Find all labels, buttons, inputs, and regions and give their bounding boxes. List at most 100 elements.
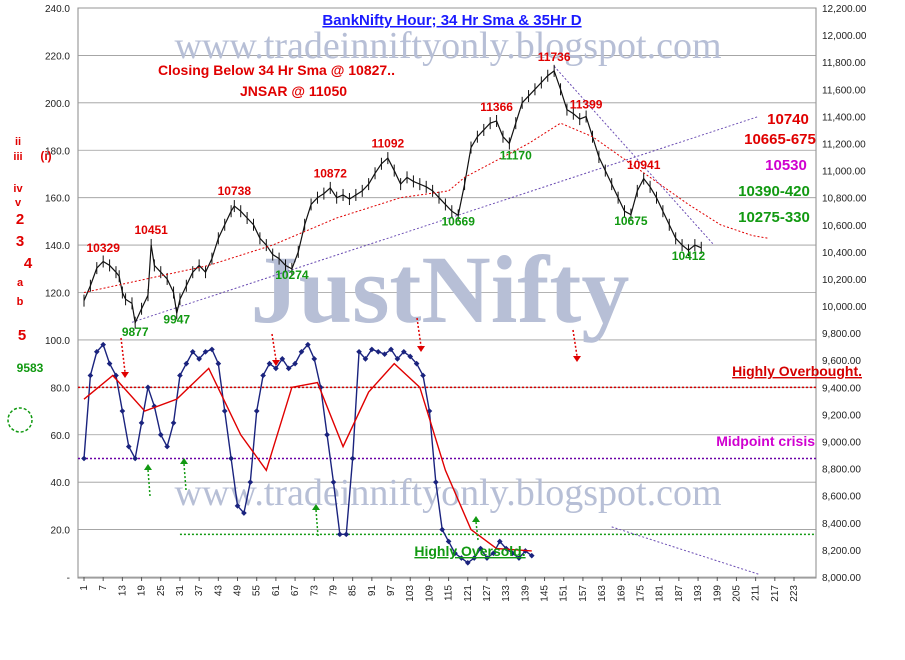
oscillator-marker (509, 550, 516, 557)
right-tick-label: 9,600.00 (822, 356, 861, 367)
x-tick-label: 73 (309, 585, 320, 597)
oscillator-marker (132, 455, 139, 462)
left-tick-label: 220.0 (45, 51, 70, 62)
arrow-down (271, 333, 277, 361)
x-tick-label: 121 (463, 585, 474, 602)
left-tick-label: 140.0 (45, 241, 70, 252)
x-tick-label: 79 (328, 585, 339, 597)
right-tick-label: 11,200.00 (822, 139, 866, 150)
x-tick-label: 7 (98, 585, 109, 591)
oscillator-marker (464, 559, 471, 566)
left-tick-label: 100.0 (45, 336, 70, 347)
oscillator-marker (420, 372, 426, 379)
left-tick-label: 160.0 (45, 194, 70, 205)
watermark-url-bottom: www.tradeinniftyonly.blogspot.com (174, 472, 721, 514)
arrow-head (417, 346, 425, 352)
oscillator-marker (381, 351, 388, 357)
oscillator-marker (369, 346, 375, 353)
oscillator-marker (298, 348, 305, 355)
right-tick-label: 12,000.00 (822, 31, 867, 42)
oscillator-marker (452, 550, 458, 557)
right-tick-label: 10,600.00 (822, 221, 867, 232)
oscillator-marker (81, 455, 87, 462)
x-tick-label: 67 (290, 585, 301, 597)
oscillator-marker (279, 356, 286, 362)
oscillator-marker (273, 365, 279, 372)
right-tick-label: 9,800.00 (822, 329, 861, 340)
oscillator-marker (215, 360, 222, 367)
left-tick-label: 60.0 (51, 431, 71, 442)
overbought-label: Highly Overbought. (732, 363, 862, 379)
oscillator-marker (234, 503, 241, 509)
x-tick-label: 157 (578, 585, 589, 602)
right-tick-label: 8,200.00 (822, 546, 861, 557)
left-tick-label: 80.0 (51, 383, 71, 394)
oscillator-marker (247, 479, 254, 485)
right-tick-label: 11,600.00 (822, 85, 866, 96)
oscillator-marker (157, 431, 164, 438)
x-tick-label: 91 (367, 585, 378, 597)
price-label-high: 10941 (627, 158, 661, 172)
x-axis: 1 7 13 19 25 31 37 43 49 55 61 67 73 79 85 91 97 103 109 11… (79, 577, 800, 602)
oscillator-marker (311, 356, 318, 362)
x-tick-label: 97 (386, 585, 397, 597)
price-label-low: 9877 (122, 325, 149, 339)
oscillator-marker (260, 372, 266, 379)
wave-label: 5 (18, 327, 26, 344)
oscillator-marker (458, 555, 465, 561)
left-tick-label: 40.0 (51, 478, 71, 489)
price-label-high: 10872 (314, 166, 348, 180)
wave-label: 3 (16, 233, 24, 250)
annotations: Closing Below 34 Hr Sma @ 10827.. JNSAR @… (7, 50, 862, 559)
oscillator-marker (221, 408, 228, 414)
sma34-line (83, 122, 769, 293)
jnsar-label: JNSAR @ 11050 (240, 83, 347, 99)
oscillator-marker (330, 479, 337, 485)
wave-label: 9583 (17, 361, 44, 375)
oscillator-marker (119, 408, 126, 414)
x-tick-label: 103 (405, 585, 416, 602)
x-tick-label: 217 (770, 585, 781, 602)
x-tick-label: 49 (233, 585, 244, 597)
oscillator-marker (106, 360, 113, 367)
left-axis: 240.0 220.0 200.0 180.0 160.0 140.0 120.0 100.0… (45, 4, 70, 584)
target-label: 10275-330 (738, 209, 810, 226)
left-tick-label: - (67, 573, 70, 584)
oscillator-sma-line (83, 362, 532, 552)
trendlines (131, 65, 759, 575)
arrow-head (573, 356, 581, 362)
arrow-up (315, 509, 319, 537)
oscillator-marker (324, 431, 330, 438)
target-label: 10530 (765, 157, 807, 174)
price-label-low: 10669 (442, 214, 476, 228)
x-tick-label: 151 (559, 585, 570, 602)
right-tick-label: 12,200.00 (822, 4, 867, 15)
wave-label: 2 (16, 211, 24, 228)
oscillator-marker (125, 443, 132, 450)
right-tick-label: 8,800.00 (822, 465, 861, 476)
price-label-low: 11170 (500, 149, 532, 163)
oscillator-marker (432, 479, 439, 485)
oscillator-marker (266, 360, 273, 367)
wave-label: ii (15, 136, 21, 148)
price-label-low: 10675 (614, 214, 648, 228)
wave-label: b (17, 296, 24, 308)
oscillator-marker (388, 346, 394, 353)
oscillator-marker (349, 455, 356, 462)
x-tick-label: 1 (79, 585, 90, 591)
oscillator-marker (471, 555, 478, 561)
oscillator-marker (400, 348, 407, 355)
price-label-high: 11092 (371, 137, 404, 151)
right-tick-label: 9,200.00 (822, 410, 861, 421)
oscillator-marker (337, 531, 343, 538)
x-tick-label: 145 (540, 585, 551, 602)
oscillator-marker (145, 384, 151, 391)
price-line (83, 69, 702, 325)
wave-label: 4 (24, 255, 33, 272)
oscillator-marker (516, 555, 522, 561)
arrow-up (183, 463, 187, 491)
oscillator-marker (209, 346, 215, 353)
oscillator-marker (292, 360, 298, 367)
oscillator-marker (528, 552, 535, 559)
oscillator-marker (189, 348, 196, 355)
